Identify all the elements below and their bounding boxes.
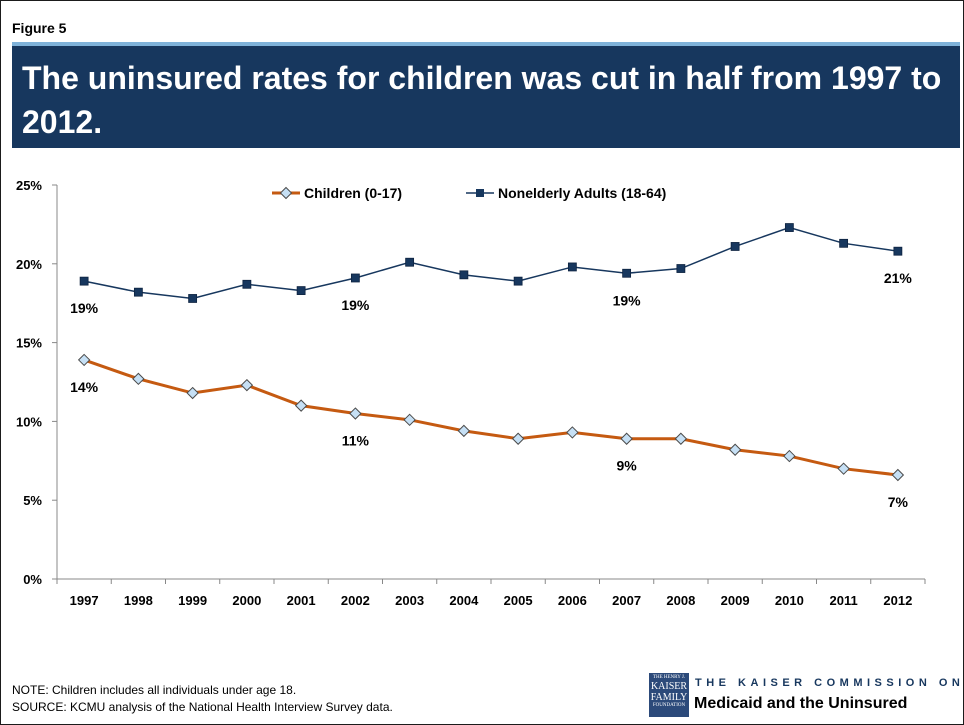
x-tick-label: 2007 (612, 593, 641, 608)
adults-data-point (622, 268, 632, 278)
kff-logo: THE HENRY J. KAISER FAMILY FOUNDATION TH… (649, 673, 960, 719)
children-series-line (83, 358, 899, 477)
notes: NOTE: Children includes all individuals … (12, 682, 393, 716)
children-data-point (294, 399, 308, 412)
adults-data-point (784, 223, 794, 232)
children-data-point (783, 449, 796, 463)
adults-data-point (133, 287, 143, 297)
children-data-label: 9% (617, 458, 638, 474)
children-data-point (837, 462, 850, 475)
x-tick-label: 1998 (124, 593, 153, 608)
children-data-point (240, 378, 254, 392)
x-tick-label: 2000 (232, 593, 261, 608)
adults-data-point (513, 276, 523, 286)
note-line: NOTE: Children includes all individuals … (12, 683, 297, 697)
x-tick-label: 2010 (775, 593, 804, 608)
adults-data-point (893, 246, 903, 256)
adults-data-point (296, 286, 306, 295)
x-tick-label: 1997 (70, 593, 99, 608)
kff-logo-box: THE HENRY J. KAISER FAMILY FOUNDATION (649, 673, 689, 717)
children-data-point (674, 432, 688, 445)
adults-data-point (79, 276, 89, 286)
x-tick-label: 2009 (721, 593, 750, 608)
logo-commission-text: THE KAISER COMMISSION ON (695, 677, 964, 689)
y-tick-label: 10% (16, 414, 42, 429)
children-data-point (403, 413, 416, 427)
adults-data-label: 19% (613, 292, 642, 308)
x-tick-label: 2012 (883, 593, 912, 608)
adults-data-point (350, 273, 360, 283)
adults-data-label: 19% (341, 297, 370, 313)
adults-data-point (188, 294, 198, 303)
logo-medicaid-text: Medicaid and the Uninsured (694, 695, 908, 712)
adults-data-label: 21% (884, 270, 913, 286)
legend-adults-label: Nonelderly Adults (18-64) (498, 185, 666, 201)
x-tick-label: 2008 (666, 593, 695, 608)
x-tick-label: 2004 (449, 593, 479, 608)
children-data-point (457, 424, 471, 438)
x-tick-label: 2005 (504, 593, 533, 608)
adults-data-point (839, 238, 849, 248)
title-bar: The uninsured rates for children was cut… (12, 42, 960, 148)
adults-data-point (242, 279, 252, 289)
children-data-point (511, 432, 525, 445)
children-data-point (77, 353, 91, 367)
adults-data-label: 19% (70, 300, 99, 316)
legend-marker (279, 186, 293, 200)
x-tick-label: 1999 (178, 593, 207, 608)
adults-series-line (83, 226, 898, 300)
children-data-point (349, 407, 362, 420)
y-tick-label: 15% (16, 336, 42, 351)
x-tick-label: 2003 (395, 593, 424, 608)
slide-title: The uninsured rates for children was cut… (22, 60, 942, 140)
children-data-point (620, 432, 633, 445)
x-tick-label: 2001 (287, 593, 316, 608)
adults-data-point (567, 262, 577, 272)
children-data-label: 7% (888, 494, 909, 510)
children-data-point (566, 426, 579, 439)
y-tick-label: 5% (23, 493, 42, 508)
children-data-point (728, 443, 742, 456)
children-data-label: 11% (342, 433, 370, 449)
x-tick-label: 2011 (830, 593, 858, 608)
children-data-point (891, 468, 905, 482)
children-data-label: 14% (70, 379, 99, 395)
y-tick-label: 20% (16, 257, 42, 272)
x-tick-label: 2006 (558, 593, 587, 608)
adults-data-point (730, 242, 740, 251)
children-data-point (132, 372, 145, 386)
legend-marker (476, 189, 484, 197)
children-data-point (186, 386, 199, 400)
adults-data-point (676, 264, 686, 273)
y-tick-label: 0% (23, 572, 42, 587)
x-tick-label: 2002 (341, 593, 370, 608)
figure-label: Figure 5 (12, 20, 67, 36)
adults-data-point (459, 270, 469, 280)
legend-children-label: Children (0-17) (304, 185, 402, 201)
adults-data-point (405, 257, 415, 267)
y-tick-label: 25% (16, 178, 42, 193)
source-line: SOURCE: KCMU analysis of the National He… (12, 700, 393, 714)
